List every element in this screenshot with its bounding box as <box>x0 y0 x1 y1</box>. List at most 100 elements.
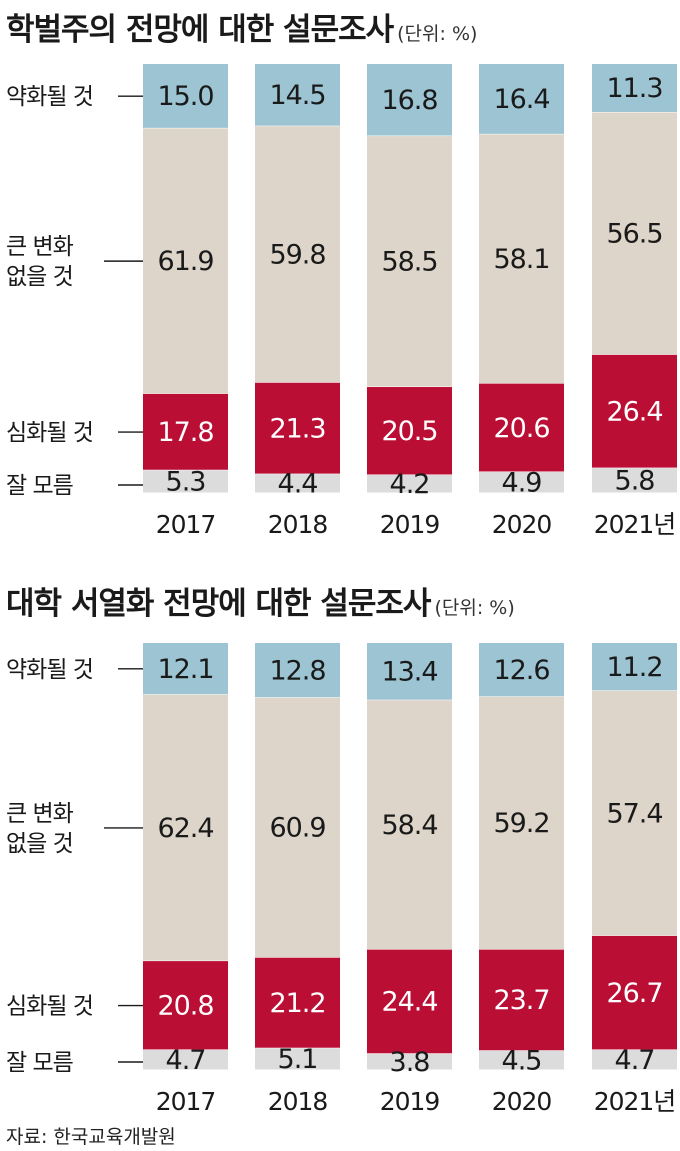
bar-segment <box>479 1050 564 1070</box>
legend-label: 심화될 것 <box>6 994 93 1020</box>
data-label: 4.5 <box>502 1045 542 1076</box>
legend-label: 잘 모름 <box>6 1050 73 1076</box>
data-label: 17.8 <box>157 417 213 448</box>
category-label: 2018 <box>268 1087 328 1116</box>
bar-segment <box>479 643 564 697</box>
bar-segment <box>255 64 340 126</box>
chart-title-text: 대학 서열화 전망에 대한 설문조사 <box>6 586 431 622</box>
data-label: 4.7 <box>615 1045 655 1076</box>
category-label: 2021년 <box>594 510 676 539</box>
data-label: 62.4 <box>157 813 213 844</box>
bar-segment <box>592 64 677 112</box>
bar-segment <box>592 468 677 493</box>
source-note: 자료: 한국교육개발원 <box>6 1126 176 1148</box>
stacked-bar-chart-elitism: 15.0 61.9 17.8 5.3 2017 14.5 59.8 21.3 4.4 2018 16… <box>6 64 677 539</box>
data-label: 12.8 <box>269 655 325 686</box>
bar-segment <box>592 1049 677 1070</box>
legend-item: 잘 모름 <box>6 473 143 499</box>
data-label: 26.7 <box>606 978 662 1009</box>
data-label: 4.7 <box>166 1045 206 1076</box>
category-label: 2021년 <box>594 1087 676 1116</box>
data-label: 59.2 <box>493 808 549 839</box>
legend-label: 없을 것 <box>6 831 73 857</box>
legend-label: 없을 것 <box>6 264 73 290</box>
bar-segment <box>143 393 228 470</box>
bar-segment <box>479 64 564 134</box>
legend-label: 큰 변화 <box>6 234 74 260</box>
data-label: 61.9 <box>157 246 213 277</box>
bar-segment <box>367 700 452 950</box>
bar-segment <box>143 1049 228 1070</box>
bar-segment <box>479 949 564 1051</box>
category-label: 2020 <box>492 1087 552 1116</box>
chart-unit: (단위: %) <box>434 597 515 619</box>
legend-label: 약화될 것 <box>6 84 93 110</box>
legend-label: 잘 모름 <box>6 473 73 499</box>
legend-item: 잘 모름 <box>6 1050 143 1076</box>
bar-segment <box>592 690 677 936</box>
data-label: 15.0 <box>157 81 213 112</box>
bar-segment <box>255 1048 340 1070</box>
category-label: 2017 <box>156 510 216 539</box>
data-label: 4.4 <box>278 469 318 500</box>
bar-segment <box>255 474 340 493</box>
data-label: 13.4 <box>381 657 437 688</box>
bar-segment <box>255 643 340 698</box>
data-label: 5.3 <box>166 467 206 498</box>
bar-segment <box>255 382 340 474</box>
data-label: 14.5 <box>269 80 325 111</box>
data-label: 24.4 <box>381 987 437 1018</box>
bar-segment <box>143 643 228 695</box>
bar-segment <box>367 64 452 136</box>
legend-label: 약화될 것 <box>6 657 93 683</box>
data-label: 60.9 <box>269 813 325 844</box>
bar-segment <box>367 949 452 1054</box>
chart-title-elitism: 학벌주의 전망에 대한 설문조사 (단위: %) <box>6 4 477 49</box>
bar-segment <box>367 387 452 475</box>
bar-segment <box>255 697 340 958</box>
data-label: 58.4 <box>381 810 437 841</box>
bar-segment <box>143 128 228 394</box>
bar-segment <box>367 643 452 700</box>
bar-segment <box>143 64 228 128</box>
legend-item: 심화될 것 <box>6 420 143 446</box>
legend-item: 심화될 것 <box>6 994 143 1020</box>
bar-segment <box>592 354 677 468</box>
data-label: 21.2 <box>269 988 325 1019</box>
legend-label: 큰 변화 <box>6 801 74 827</box>
bar-segment <box>479 383 564 472</box>
legend-label: 심화될 것 <box>6 420 93 446</box>
bar-segment <box>479 471 564 493</box>
data-label: 11.3 <box>606 73 662 104</box>
data-label: 4.2 <box>390 469 430 500</box>
data-label: 58.1 <box>493 244 549 275</box>
category-label: 2017 <box>156 1087 216 1116</box>
bar-segment <box>367 136 452 387</box>
data-label: 20.6 <box>493 413 549 444</box>
data-label: 58.5 <box>381 247 437 278</box>
bar-segment <box>592 112 677 355</box>
bar-segment <box>479 134 564 384</box>
data-label: 4.9 <box>502 467 542 498</box>
chart-title-university-ranking: 대학 서열화 전망에 대한 설문조사 (단위: %) <box>6 578 515 623</box>
category-label: 2020 <box>492 510 552 539</box>
data-label: 21.3 <box>269 413 325 444</box>
data-label: 59.8 <box>269 239 325 270</box>
data-label: 5.8 <box>615 466 655 497</box>
legend-item: 약화될 것 <box>6 657 143 683</box>
data-label: 20.8 <box>157 991 213 1022</box>
data-label: 3.8 <box>390 1047 430 1078</box>
bar-segment <box>143 961 228 1050</box>
category-label: 2019 <box>380 1087 440 1116</box>
data-label: 26.4 <box>606 396 662 427</box>
bar-segment <box>367 1053 452 1070</box>
data-label: 20.5 <box>381 416 437 447</box>
bar-segment <box>367 474 452 493</box>
bar-segment <box>255 957 340 1048</box>
chart-unit: (단위: %) <box>397 23 478 45</box>
bar-segment <box>255 126 340 383</box>
category-label: 2018 <box>268 510 328 539</box>
